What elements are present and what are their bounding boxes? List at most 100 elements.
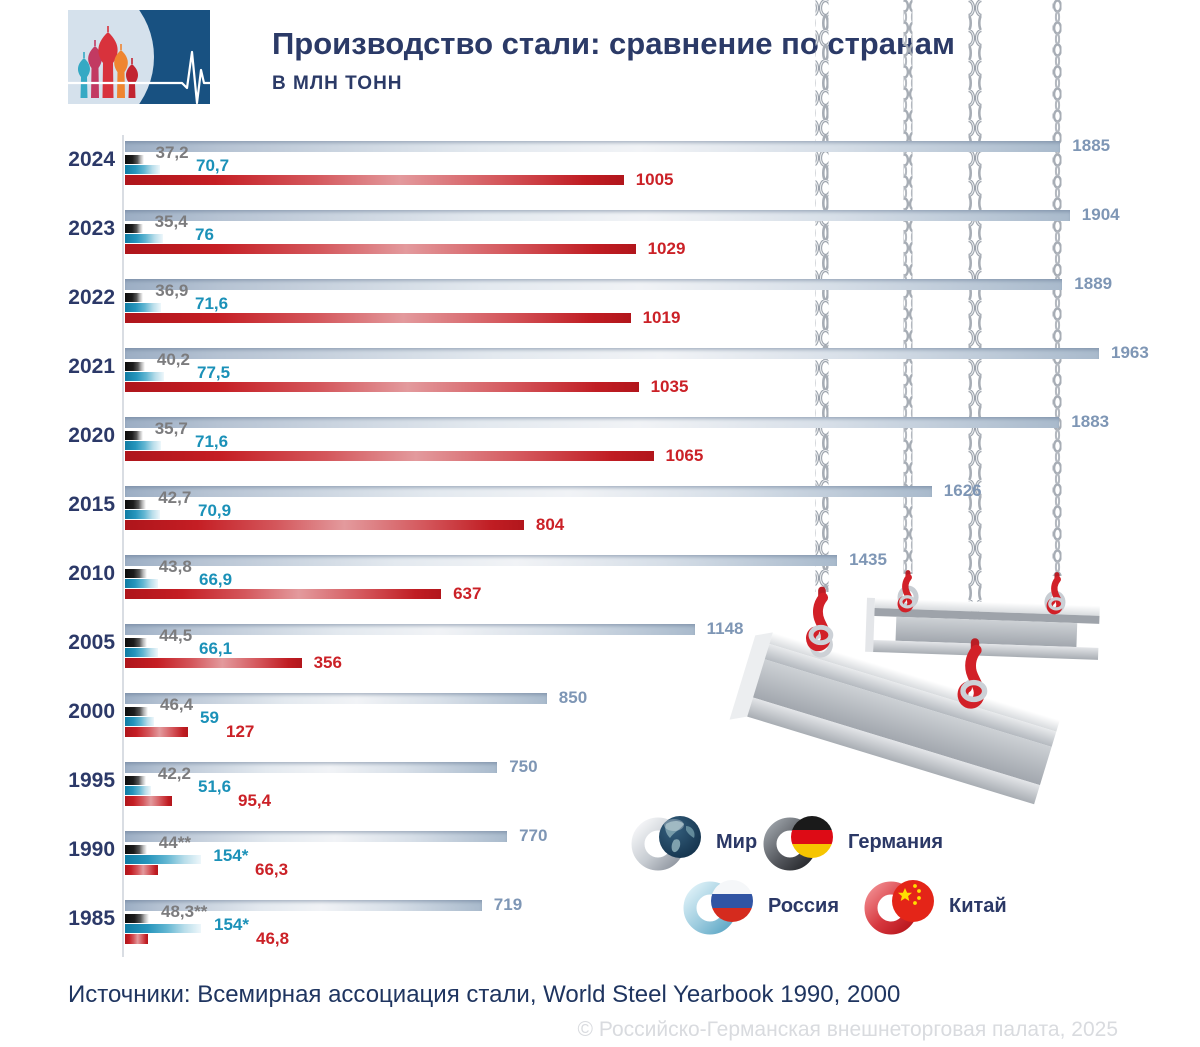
- germany-bar: [125, 293, 144, 302]
- world-bar: [125, 555, 838, 566]
- world-bar: [125, 141, 1061, 152]
- chart-row: 2024 1885 37,2 70,7 1005: [68, 137, 1110, 189]
- crane-hook-icon: [1046, 572, 1065, 615]
- world-value-label: 1626: [943, 481, 982, 500]
- copyright-text: © Российско-Германская внешнеторговая па…: [577, 1018, 1118, 1041]
- russia-value-label: 77,5: [197, 363, 231, 382]
- china-value-label: 127: [226, 722, 255, 741]
- germany-bar: [125, 638, 148, 647]
- steel-production-chart: 2024 1885 37,2 70,7 1005 2023 1904 35,4 …: [68, 135, 1149, 973]
- world-bar: [125, 693, 547, 704]
- china-value-label: 1019: [642, 308, 681, 327]
- russia-bar: [125, 372, 164, 381]
- world-bar: [125, 486, 932, 497]
- china-bar: [125, 658, 302, 668]
- world-bar: [125, 348, 1099, 359]
- chart-row: 1990 770 44** 154* 66,3: [68, 827, 1105, 879]
- china-value-label: 1005: [635, 170, 674, 189]
- chart-row: 2010 1435 43,8 66,9 637: [68, 551, 1105, 603]
- pulse-line-icon: [68, 50, 210, 104]
- russia-bar: [125, 579, 159, 588]
- china-bar: [125, 244, 636, 254]
- russia-flag-icon: [683, 880, 753, 935]
- chart-row: 2005 1148 44,5 66,1 356: [68, 620, 1105, 672]
- world-bar: [125, 900, 482, 911]
- year-label: 2000: [68, 700, 115, 723]
- legend-label: Россия: [768, 894, 840, 917]
- russia-bar: [125, 786, 151, 795]
- russia-value-label: 70,7: [196, 156, 230, 175]
- china-bar: [125, 934, 149, 944]
- germany-bar: [125, 500, 147, 509]
- germany-bar: [125, 914, 149, 923]
- russia-bar: [125, 234, 163, 243]
- china-value-label: 804: [535, 515, 565, 534]
- russia-value-label: 66,1: [199, 639, 233, 658]
- legend-item-russia: Россия: [680, 874, 839, 938]
- year-label: 2020: [68, 424, 115, 447]
- year-label: 1985: [68, 907, 115, 930]
- chain-icon: [968, 0, 982, 645]
- world-value-label: 850: [558, 688, 588, 707]
- legend-item-china: Китай: [861, 874, 1007, 938]
- chart-rows: 2024 1885 37,2 70,7 1005 2023 1904 35,4 …: [68, 137, 1149, 948]
- china-value-label: 637: [453, 584, 482, 603]
- year-label: 2005: [68, 631, 115, 654]
- legend-item-germany: Германия: [760, 810, 943, 874]
- china-bar: [125, 175, 624, 185]
- chart-row: 2023 1904 35,4 76 1029: [68, 206, 1119, 258]
- germany-value-label: 40,2: [156, 350, 190, 369]
- china-value-label: 66,3: [255, 860, 289, 879]
- page-subtitle: В МЛН ТОНН: [272, 73, 403, 94]
- crane-hook-icon: [957, 638, 988, 709]
- steel-beam-front: [729, 632, 1060, 805]
- germany-value-label: 44**: [158, 833, 191, 852]
- chart-row: 2022 1889 36,9 71,6 1019: [68, 275, 1112, 327]
- world-value-label: 1885: [1072, 136, 1111, 155]
- year-label: 2022: [68, 286, 115, 309]
- germany-value-label: 36,9: [155, 281, 189, 300]
- world-value-label: 1963: [1111, 343, 1149, 362]
- russia-value-label: 154*: [213, 846, 249, 865]
- organization-logo: [68, 10, 210, 104]
- chart-row: 2015 1626 42,7 70,9 804: [68, 482, 1105, 534]
- legend-item-world: Мир: [628, 810, 757, 874]
- russia-value-label: 71,6: [195, 294, 229, 313]
- world-bar: [125, 210, 1070, 221]
- china-bar: [125, 313, 631, 323]
- russia-bar: [125, 165, 161, 174]
- russia-bar: [125, 303, 161, 312]
- crane-hook-icon: [806, 586, 834, 652]
- germany-bar: [125, 707, 148, 716]
- germany-value-label: 43,8: [158, 557, 192, 576]
- legend-label: Мир: [716, 830, 758, 853]
- chart-row: 2000 850 46,4 59 127: [68, 689, 1105, 741]
- germany-value-label: 37,2: [155, 143, 189, 162]
- russia-bar: [125, 441, 161, 450]
- germany-bar: [125, 569, 147, 578]
- china-flag-icon: [864, 880, 934, 935]
- china-value-label: 95,4: [238, 791, 272, 810]
- russia-bar: [125, 648, 158, 657]
- year-label: 1995: [68, 769, 115, 792]
- chart-row: 2020 1883 35,7 71,6 1065: [68, 413, 1109, 465]
- russia-value-label: 76: [195, 225, 214, 244]
- world-bar: [125, 762, 498, 773]
- russia-bar: [125, 924, 202, 933]
- kremlin-domes-icon: [78, 26, 138, 98]
- world-value-label: 719: [493, 895, 523, 914]
- year-label: 2010: [68, 562, 115, 585]
- world-bar: [125, 831, 508, 842]
- germany-bar: [125, 155, 144, 164]
- world-value-label: 1883: [1071, 412, 1110, 431]
- chart-row: 2021 1963 40,2 77,5 1035: [68, 344, 1149, 396]
- world-bar: [125, 624, 695, 635]
- germany-bar: [125, 224, 143, 233]
- year-label: 2015: [68, 493, 115, 516]
- germany-bar: [125, 362, 145, 371]
- world-value-label: 1889: [1074, 274, 1113, 293]
- russia-bar: [125, 855, 202, 864]
- china-bar: [125, 796, 173, 806]
